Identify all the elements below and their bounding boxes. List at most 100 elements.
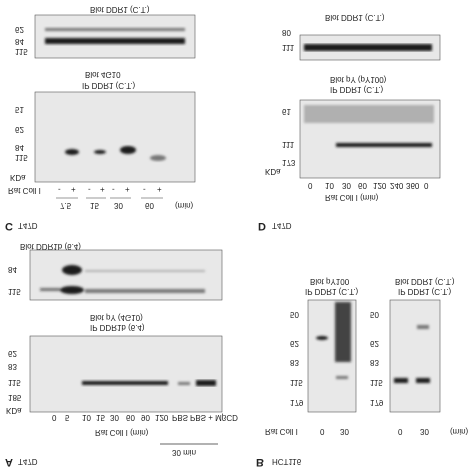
lane: 30	[110, 413, 119, 422]
blot-title: Blot DDR1 (C.T.)	[395, 277, 455, 286]
lane: 30	[340, 427, 349, 436]
panel-label: A	[5, 456, 13, 468]
panel-label: C	[5, 220, 13, 232]
marker: 62	[8, 349, 17, 358]
band	[304, 44, 432, 51]
marker: 179	[290, 398, 304, 407]
marker: 84	[15, 143, 24, 152]
sign: +	[71, 185, 76, 194]
treatment: Rat Coll I	[8, 186, 41, 195]
marker: 83	[8, 362, 17, 371]
lane: 0	[52, 413, 57, 422]
band	[85, 289, 205, 293]
blot-title: Blot DDR1 (C.T.)	[325, 13, 385, 22]
marker: 115	[15, 153, 28, 162]
sign: -	[58, 185, 61, 194]
band	[150, 155, 166, 161]
group-label: 30 min	[172, 448, 196, 457]
time: 15	[90, 201, 99, 210]
marker: 115	[370, 378, 383, 387]
band	[65, 149, 79, 155]
treatment: Rat Coll I (min)	[325, 193, 379, 202]
marker: 115	[8, 378, 21, 387]
lane: 0	[424, 181, 429, 190]
lane: PBS	[172, 413, 188, 422]
marker: 115	[8, 287, 21, 296]
lane: PBS + MβCD	[190, 413, 238, 422]
marker: 50	[290, 310, 299, 319]
blot-title: Blot pY100	[310, 277, 350, 286]
marker: 185	[8, 393, 22, 402]
ip-label: IP DDR1 (C.T.)	[82, 81, 136, 90]
lane: 0	[308, 181, 313, 190]
band	[45, 28, 185, 31]
band	[336, 376, 348, 379]
blot-title: Blot pY (4G10)	[90, 313, 143, 322]
band	[196, 380, 216, 386]
marker: 51	[15, 105, 24, 114]
sign: +	[100, 185, 105, 194]
band	[316, 336, 328, 340]
ip-label: IP DDR1 (C.T.)	[330, 85, 384, 94]
cell-line: T47D	[18, 457, 38, 466]
lane: 5	[65, 413, 70, 422]
marker: 62	[290, 339, 299, 348]
time: 60	[145, 201, 154, 210]
blot	[29, 335, 223, 413]
marker: 111	[282, 140, 295, 149]
blot-title: Blot DDR1b (6.4)	[20, 242, 81, 251]
lane: 10	[325, 181, 334, 190]
treatment: Rat Coll I	[265, 427, 298, 436]
sign: -	[112, 185, 115, 194]
marker: 84	[8, 265, 17, 274]
band	[304, 105, 434, 123]
band	[178, 382, 190, 385]
kda: KDa	[6, 406, 22, 415]
ip-label: IP DDR1b (6.4)	[90, 323, 145, 332]
panel-d: Blot DDR1 (C.T.) 80 111 Blot pY (pY100) …	[258, 13, 441, 232]
time: 30	[114, 201, 123, 210]
sign: -	[88, 185, 91, 194]
lane: 60	[126, 413, 135, 422]
lane: 360	[406, 181, 420, 190]
sign: +	[125, 185, 130, 194]
unit: (min)	[175, 201, 194, 210]
band	[82, 381, 168, 385]
blot-title: Blot 4G10	[85, 70, 121, 79]
lane: 0	[398, 427, 403, 436]
marker: 50	[370, 310, 379, 319]
lane: 90	[141, 413, 150, 422]
band	[335, 302, 351, 362]
lane: 60	[358, 181, 367, 190]
band	[416, 378, 430, 383]
blot-title: Blot pY (pY100)	[330, 75, 387, 84]
cell-line: T47D	[272, 221, 292, 230]
panel-label: D	[258, 220, 266, 232]
marker: 83	[290, 358, 299, 367]
marker: 83	[370, 358, 379, 367]
unit: (min)	[450, 427, 469, 436]
lane: 10	[82, 413, 91, 422]
ip-label: IP DDR1 (C.T.)	[305, 287, 359, 296]
sign: -	[143, 185, 146, 194]
lane: 15	[96, 413, 105, 422]
band	[40, 288, 60, 291]
band	[394, 378, 408, 383]
blot-title: Blot DDR1 (C.T.)	[90, 5, 150, 14]
lane: 120	[155, 413, 169, 422]
marker: 61	[282, 107, 291, 116]
sign: +	[157, 185, 162, 194]
marker: 62	[15, 25, 24, 34]
band	[60, 286, 84, 294]
marker: 115	[15, 47, 28, 56]
time: 7.5	[60, 201, 72, 210]
band	[417, 325, 429, 329]
lane: 120	[373, 181, 387, 190]
marker: 173	[282, 158, 296, 167]
ip-label: IP DDR1 (C.T.)	[398, 287, 452, 296]
marker: 62	[15, 125, 24, 134]
panel-b: B HCT116 Rat Coll I 0 30 0 30 (min) 50 6…	[256, 277, 469, 468]
marker: 80	[282, 28, 291, 37]
lane: 30	[420, 427, 429, 436]
